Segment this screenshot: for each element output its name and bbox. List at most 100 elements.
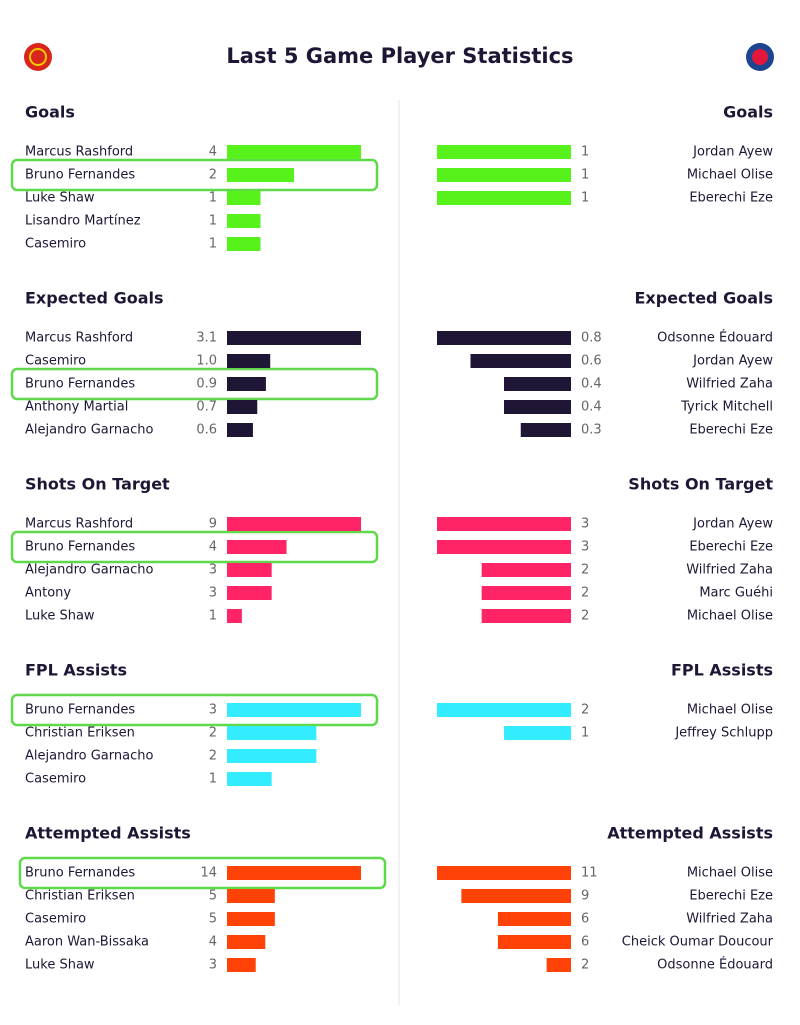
player-name: Eberechi Eze	[689, 423, 773, 438]
bar	[437, 517, 571, 531]
bar	[437, 168, 571, 182]
player-name: Wilfried Zaha	[686, 563, 773, 578]
player-name: Michael Olise	[687, 168, 773, 183]
stat-value: 11	[581, 866, 598, 881]
bar	[481, 609, 571, 623]
bar	[227, 889, 275, 903]
stat-value: 4	[209, 935, 217, 950]
player-name: Casemiro	[25, 237, 86, 252]
player-name: Luke Shaw	[25, 609, 95, 624]
bar	[227, 726, 317, 740]
stat-value: 4	[209, 145, 217, 160]
stat-value: 2	[581, 563, 589, 578]
badge-detail	[29, 48, 47, 66]
stat-value: 3	[581, 517, 589, 532]
stat-value: 2	[581, 958, 589, 973]
player-name: Jordan Ayew	[692, 517, 773, 532]
player-name: Michael Olise	[687, 703, 773, 718]
stat-value: 2	[581, 703, 589, 718]
stat-value: 0.3	[581, 423, 602, 438]
highlight-box	[10, 158, 379, 192]
bar	[520, 423, 571, 437]
player-name: Odsonne Édouard	[657, 330, 773, 346]
badge-detail	[752, 49, 768, 65]
stat-value: 3	[209, 563, 217, 578]
player-name: Michael Olise	[687, 866, 773, 881]
bar	[227, 423, 253, 437]
bar	[227, 168, 294, 182]
bar	[437, 703, 571, 717]
bar	[546, 958, 571, 972]
bar	[227, 703, 361, 717]
player-name: Eberechi Eze	[689, 540, 773, 555]
stat-value: 1	[581, 145, 589, 160]
stat-value: 0.9	[196, 377, 217, 392]
bar	[227, 540, 287, 554]
section-title: FPL Assists	[671, 661, 773, 680]
player-name: Eberechi Eze	[689, 191, 773, 206]
bar	[497, 912, 571, 926]
section-title: Attempted Assists	[607, 824, 773, 843]
stat-value: 3	[209, 586, 217, 601]
highlight-box	[10, 693, 379, 727]
stat-value: 1	[209, 609, 217, 624]
player-name: Luke Shaw	[25, 191, 95, 206]
bar	[481, 563, 571, 577]
player-name: Alejandro Garnacho	[25, 423, 153, 438]
section-title: Expected Goals	[635, 289, 774, 308]
stat-value: 0.6	[581, 354, 602, 369]
bar	[227, 400, 258, 414]
player-name: Bruno Fernandes	[25, 703, 135, 718]
stat-value: 3	[209, 958, 217, 973]
player-name: Eberechi Eze	[689, 889, 773, 904]
bar	[227, 214, 261, 228]
stat-value: 1	[581, 168, 589, 183]
player-name: Wilfried Zaha	[686, 377, 773, 392]
bar	[227, 772, 272, 786]
player-name: Marcus Rashford	[25, 145, 133, 160]
stat-value: 6	[581, 912, 589, 927]
bar	[227, 563, 272, 577]
section-title: Goals	[723, 103, 773, 122]
bar	[437, 145, 571, 159]
player-name: Christian Eriksen	[25, 726, 135, 741]
player-name: Cheick Oumar Doucour	[622, 935, 774, 950]
stat-value: 1.0	[196, 354, 217, 369]
player-name: Casemiro	[25, 772, 86, 787]
highlight-box	[10, 367, 379, 401]
stat-value: 1	[209, 772, 217, 787]
player-name: Aaron Wan-Bissaka	[25, 935, 149, 950]
player-name: Marcus Rashford	[25, 517, 133, 532]
player-name: Odsonne Édouard	[657, 957, 773, 973]
player-name: Luke Shaw	[25, 958, 95, 973]
bar	[227, 912, 275, 926]
player-name: Jeffrey Schlupp	[674, 726, 773, 741]
player-name: Lisandro Martínez	[25, 214, 141, 229]
player-name: Tyrick Mitchell	[680, 400, 773, 415]
player-name: Michael Olise	[687, 609, 773, 624]
bar	[504, 400, 571, 414]
player-name: Bruno Fernandes	[25, 540, 135, 555]
section-title: Shots On Target	[628, 475, 773, 494]
bar	[227, 586, 272, 600]
bar	[437, 331, 571, 345]
player-name: Bruno Fernandes	[25, 168, 135, 183]
player-name: Bruno Fernandes	[25, 866, 135, 881]
player-name: Alejandro Garnacho	[25, 749, 153, 764]
bar	[227, 935, 266, 949]
bar	[461, 889, 571, 903]
bar	[227, 609, 242, 623]
bar	[481, 586, 571, 600]
bar	[227, 354, 271, 368]
stat-value: 0.7	[196, 400, 217, 415]
bar	[227, 517, 361, 531]
player-name: Christian Eriksen	[25, 889, 135, 904]
stat-value: 0.4	[581, 377, 602, 392]
player-name: Bruno Fernandes	[25, 377, 135, 392]
player-name: Marcus Rashford	[25, 331, 133, 346]
bar	[227, 749, 317, 763]
bar	[227, 958, 256, 972]
bar	[227, 237, 261, 251]
stat-value: 5	[209, 889, 217, 904]
bar	[227, 866, 361, 880]
